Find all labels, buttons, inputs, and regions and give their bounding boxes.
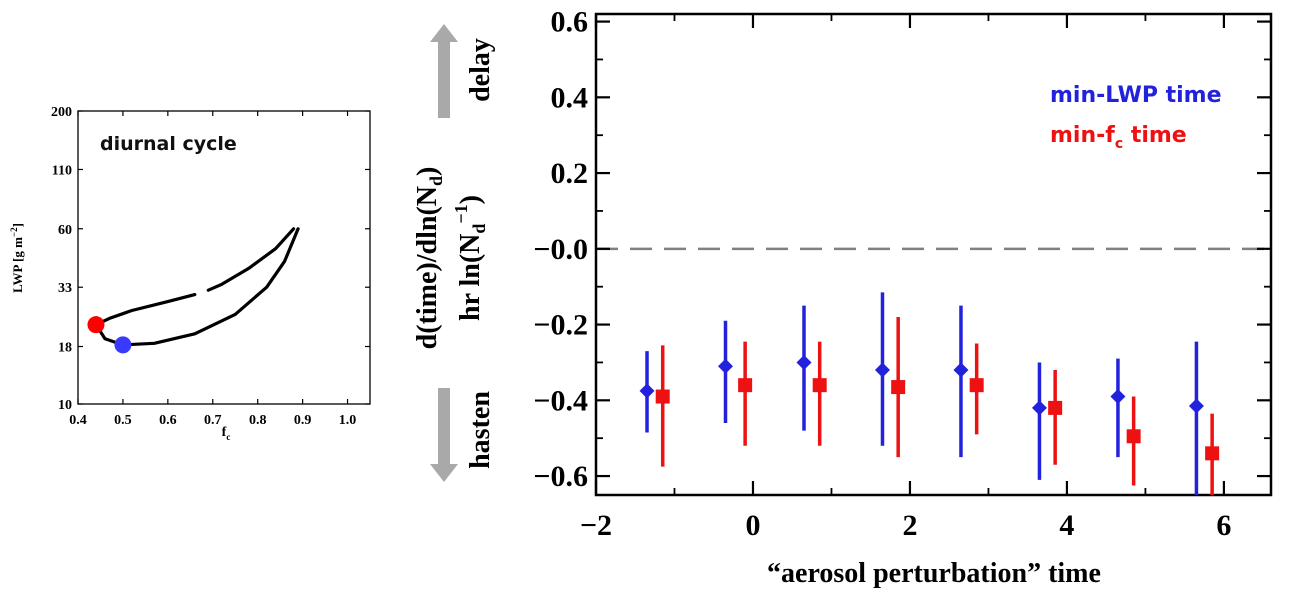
left-x-ticks: 0.4 0.5 0.6 0.7 0.8 0.9 1.0 <box>69 111 356 428</box>
diamond-marker <box>1188 398 1204 414</box>
diurnal-curve-segment <box>206 227 296 292</box>
left-panel-diurnal-cycle: 0.4 0.5 0.6 0.7 0.8 0.9 1.0 10 18 33 60 110 200 diu… <box>9 105 371 442</box>
left-annotation: diurnal cycle <box>100 133 237 155</box>
right-y-tick-label: 0.4 <box>551 81 589 114</box>
delay-label: delay <box>465 38 496 102</box>
diamond-marker <box>639 383 655 399</box>
left-x-tick-label: 0.9 <box>294 413 312 428</box>
square-marker <box>969 378 984 393</box>
right-x-tick-label: 6 <box>1216 509 1231 542</box>
right-y-tick-label: 0.2 <box>551 157 589 190</box>
diamond-marker <box>718 358 734 374</box>
left-x-tick-label: 0.5 <box>114 413 132 428</box>
diamond-marker <box>953 362 969 378</box>
diamond-marker <box>796 354 812 370</box>
data-markers <box>639 354 1220 461</box>
left-y-tick-label: 33 <box>58 281 72 296</box>
right-plot-frame <box>594 12 1273 497</box>
left-x-tick-label: 0.4 <box>69 413 87 428</box>
square-marker <box>655 389 670 404</box>
left-x-tick-label: 1.0 <box>339 413 357 428</box>
right-x-tick-label: 4 <box>1059 509 1074 542</box>
diurnal-marker-dot <box>114 336 132 354</box>
diamond-marker <box>874 362 890 378</box>
left-y-tick-label: 10 <box>58 398 72 413</box>
legend-min-fc-time: min-fc time <box>1050 123 1187 152</box>
right-y-ticks: 0.6 0.4 0.2 −0.0 −0.2 −0.4 −0.6 <box>533 6 1271 493</box>
right-y-tick-label: −0.0 <box>533 233 588 266</box>
right-x-ticks: −2 0 2 4 6 <box>580 14 1231 542</box>
right-x-tick-label: 2 <box>902 509 917 542</box>
right-y-tick-label: −0.2 <box>533 309 588 342</box>
right-y-tick-label: −0.4 <box>533 384 588 417</box>
error-bars <box>645 292 1214 495</box>
left-y-ticks: 10 18 33 60 110 200 <box>51 105 370 413</box>
right-y-tick-label: 0.6 <box>551 6 589 39</box>
left-x-tick-label: 0.6 <box>159 413 177 428</box>
hasten-label: hasten <box>465 391 496 469</box>
legend-min-lwp-time: min-LWP time <box>1050 83 1222 108</box>
left-y-axis-label: LWP [g m−2] <box>9 223 25 293</box>
right-y-tick-label: −0.6 <box>533 460 588 493</box>
diamond-marker <box>1110 389 1126 405</box>
square-marker <box>1205 446 1220 461</box>
right-y-axis-label-line2: hr ln(Nd−1) <box>451 195 489 321</box>
right-x-axis-label: “aerosol perturbation” time <box>767 558 1101 589</box>
left-y-tick-label: 110 <box>52 163 72 178</box>
left-y-tick-label: 200 <box>51 105 72 120</box>
diurnal-cycle-curve <box>94 227 300 347</box>
diurnal-curve-segment <box>94 227 300 347</box>
left-y-tick-label: 18 <box>58 341 72 356</box>
square-marker <box>1126 429 1141 444</box>
hasten-arrow <box>430 388 458 482</box>
left-x-tick-label: 0.7 <box>204 413 222 428</box>
right-panel-timing-sensitivity: −2 0 2 4 6 0.6 0.4 0.2 −0.0 −0.2 −0.4 −0.6 min-LWP… <box>412 6 1273 589</box>
diurnal-markers <box>87 316 132 354</box>
square-marker <box>812 378 827 393</box>
delay-arrow <box>430 24 458 118</box>
diurnal-curve-segment <box>94 293 197 327</box>
left-x-axis-label: fc <box>222 425 231 442</box>
right-x-tick-label: −2 <box>580 509 612 542</box>
square-marker <box>1048 400 1063 415</box>
left-y-tick-label: 60 <box>58 223 72 238</box>
square-marker <box>738 378 753 393</box>
left-plot-frame <box>77 110 371 405</box>
left-x-tick-label: 0.8 <box>249 413 267 428</box>
diamond-marker <box>1031 400 1047 416</box>
right-y-axis-label-line1: d(time)/dln(Nd) <box>412 167 446 350</box>
right-x-tick-label: 0 <box>745 509 760 542</box>
square-marker <box>891 380 906 395</box>
diurnal-marker-dot <box>87 316 105 334</box>
